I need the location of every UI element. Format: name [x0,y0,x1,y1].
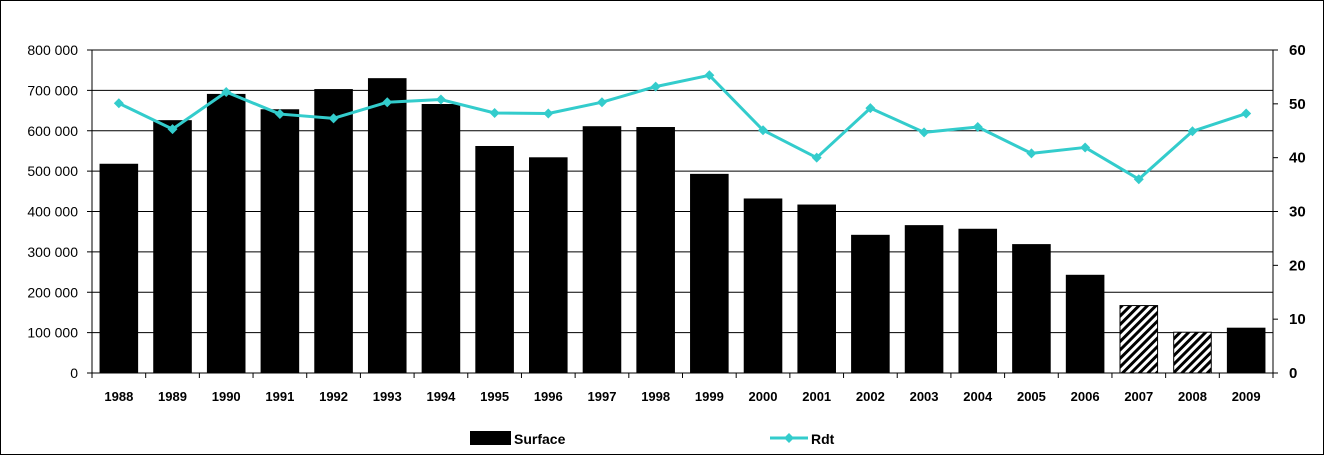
y-left-tick-label: 600 000 [27,123,78,139]
surface-bar [367,78,407,374]
rdt-point [167,124,178,135]
legend: Surface Rdt [470,431,835,447]
x-tick-label: 2009 [1232,389,1261,404]
surface-bar [475,145,514,374]
y-right-tick-label: 20 [1289,257,1306,274]
surface-bar [1119,305,1159,374]
x-tick-label: 1990 [212,389,241,404]
x-tick-label: 2006 [1071,389,1100,404]
surface-bar [529,157,568,374]
y-right-tick-label: 0 [1289,365,1297,382]
rdt-point [1241,108,1252,119]
y-left-tick-label: 700 000 [27,82,78,98]
y-right-tick-label: 30 [1289,204,1306,221]
y-left-tick-label: 300 000 [27,244,78,260]
surface-bar [904,225,944,374]
rdt-point [704,70,715,81]
surface-bars [99,78,1266,374]
x-tick-label: 2000 [749,389,778,404]
rdt-point [865,103,876,114]
x-tick-label: 1992 [319,389,348,404]
surface-bar [206,93,246,374]
surface-bar [153,120,192,374]
x-tick-label: 1988 [104,389,133,404]
y-right-tick-label: 50 [1289,96,1306,113]
rdt-point [274,109,285,120]
legend-marker-rdt [784,433,794,443]
x-tick-label: 1998 [641,389,670,404]
x-tick-label: 2005 [1017,389,1046,404]
x-tick-label: 1999 [695,389,724,404]
surface-bar [743,198,783,374]
x-tick-label: 1995 [480,389,509,404]
surface-bar [1065,274,1105,374]
x-tick-label: 1996 [534,389,563,404]
rdt-point [489,107,500,118]
surface-bar [421,104,461,374]
x-tick-label: 1993 [373,389,402,404]
rdt-line [113,70,1252,185]
surface-bar [314,89,353,374]
y-right-tick-label: 10 [1289,311,1306,328]
rdt-point [919,127,930,138]
rdt-point [1187,126,1198,137]
rdt-point [758,125,769,136]
y-left-tick-label: 0 [70,365,78,381]
x-tick-label: 2007 [1124,389,1153,404]
x-tick-label: 1991 [265,389,294,404]
y-left-tick-label: 800 000 [27,42,78,58]
x-tick-label: 2004 [963,389,993,404]
rdt-point [328,113,339,124]
legend-label-rdt: Rdt [811,431,835,447]
surface-bar [99,163,139,374]
rdt-point [1080,142,1091,153]
x-tick-label: 1989 [158,389,187,404]
surface-bar [690,173,729,374]
x-tick-label: 1994 [426,389,456,404]
x-tick-label: 2003 [910,389,939,404]
x-tick-label: 2002 [856,389,885,404]
surface-bar [582,126,622,374]
rdt-point [596,97,607,108]
surface-bar [1226,327,1266,374]
y-left-tick-label: 100 000 [27,325,78,341]
surface-bar [636,127,675,374]
surface-bar [1012,244,1051,374]
y-right-tick-label: 40 [1289,150,1306,167]
rdt-point [1026,148,1037,159]
rdt-point [1133,174,1144,185]
rdt-point [382,97,393,108]
surface-bar [1173,331,1212,374]
y-left-tick-label: 200 000 [27,284,78,300]
x-tick-label: 1997 [588,389,617,404]
rdt-line-path [118,73,1247,181]
surface-bar [958,228,998,374]
rdt-point [650,81,661,92]
rdt-point [435,94,446,105]
rdt-point [113,98,124,109]
surface-bar [851,234,890,374]
legend-label-surface: Surface [514,431,566,447]
rdt-point [972,121,983,132]
surface-bar [797,204,836,374]
y-left-tick-label: 500 000 [27,163,78,179]
rdt-point [543,108,554,119]
rdt-point [811,152,822,163]
axes: 0 100 000 200 000 300 000 400 000 500 000 600 … [27,42,1305,404]
x-tick-label: 2008 [1178,389,1207,404]
rdt-point [221,86,232,97]
y-right-tick-label: 60 [1289,42,1306,59]
y-left-tick-label: 400 000 [27,204,78,220]
legend-swatch-surface [470,431,511,445]
x-tick-label: 2001 [802,389,831,404]
surface-bar [260,109,300,374]
